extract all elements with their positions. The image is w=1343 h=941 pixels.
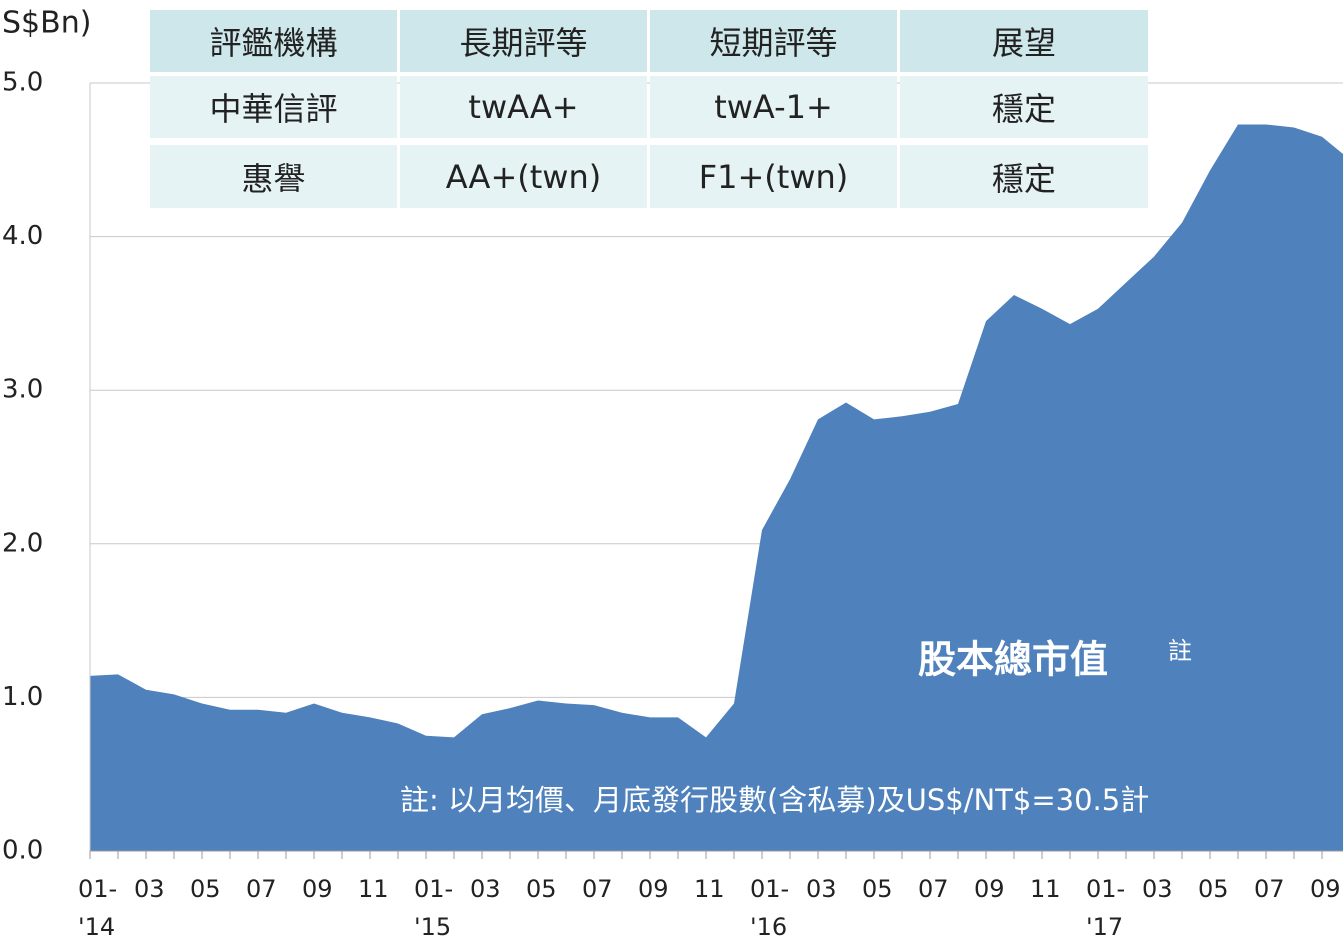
x-tick-label: 11: [1030, 875, 1061, 903]
x-tick-label: 11: [694, 875, 725, 903]
x-tick-label: 05: [862, 875, 893, 903]
x-tick-label: 05: [1198, 875, 1229, 903]
x-tick-label: 07: [918, 875, 949, 903]
table-cell: 惠譽: [150, 145, 397, 208]
y-tick-label: 5.0: [2, 68, 43, 98]
x-tick-label: 03: [134, 875, 165, 903]
table-header-cell: 評鑑機構: [150, 10, 397, 72]
footnote: 註: 以月均價、月底發行股數(含私募)及US$/NT$=30.5計: [400, 783, 1149, 817]
y-axis-label: S$Bn): [2, 6, 91, 41]
x-tick-label: 07: [582, 875, 613, 903]
series-label: 股本總市值: [918, 638, 1108, 682]
table-header-cell: 長期評等: [400, 10, 647, 72]
x-tick-label: 03: [470, 875, 501, 903]
x-tick-label: 01- '15: [414, 875, 454, 941]
table-cell: AA+(twn): [400, 145, 647, 208]
x-tick-label: 01- '16: [750, 875, 790, 941]
area: [90, 124, 1343, 851]
table-cell: twA-1+: [650, 76, 897, 138]
x-tick-label: 05: [526, 875, 557, 903]
x-tick-label: 09: [1310, 875, 1341, 903]
x-tick-label: 09: [638, 875, 669, 903]
x-tick-label: 09: [974, 875, 1005, 903]
x-tick-label: 11: [358, 875, 389, 903]
y-tick-label: 1.0: [2, 682, 43, 712]
x-tick-label: 07: [246, 875, 277, 903]
x-tick-label: 07: [1254, 875, 1285, 903]
table-header-cell: 短期評等: [650, 10, 897, 72]
table-cell: F1+(twn): [650, 145, 897, 208]
y-tick-label: 2.0: [2, 528, 43, 558]
table-cell: 穩定: [900, 145, 1148, 208]
x-tick-label: 01- '17: [1086, 875, 1126, 941]
table-header-cell: 展望: [900, 10, 1148, 72]
table-cell: 中華信評: [150, 76, 397, 138]
x-tick-label: 03: [1142, 875, 1173, 903]
x-tick-label: 09: [302, 875, 333, 903]
table-cell: 穩定: [900, 76, 1148, 138]
x-tick-label: 03: [806, 875, 837, 903]
series-note: 註: [1168, 637, 1192, 665]
x-tick-label: 01- '14: [78, 875, 118, 941]
table-cell: twAA+: [400, 76, 647, 138]
y-tick-label: 3.0: [2, 375, 43, 405]
x-tick-label: 05: [190, 875, 221, 903]
y-tick-label: 0.0: [2, 836, 43, 866]
y-tick-label: 4.0: [2, 221, 43, 251]
